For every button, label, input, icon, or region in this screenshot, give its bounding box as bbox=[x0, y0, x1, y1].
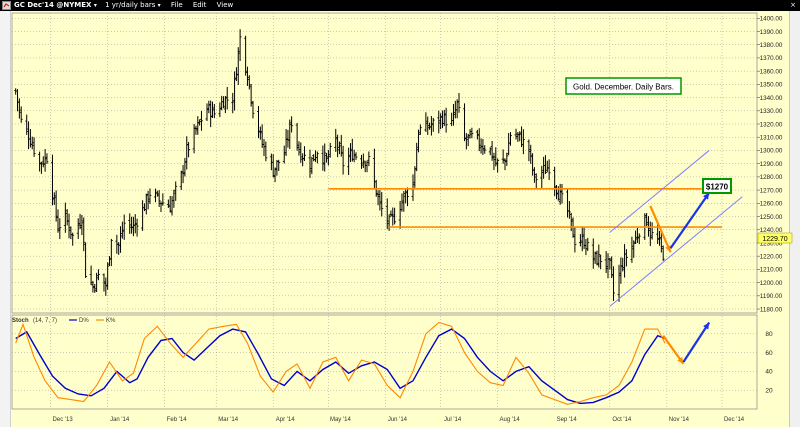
x-tick-label: Dec '13 bbox=[53, 417, 74, 423]
price-panel bbox=[14, 29, 743, 307]
stoch-legend-title: Stoch bbox=[12, 318, 29, 324]
stoch-panel bbox=[15, 321, 711, 405]
symbol-selector[interactable]: GC Dec'14 @NYMEX ▾ bbox=[0, 0, 99, 11]
stoch-tick-label: 20 bbox=[765, 388, 773, 395]
price-tick-label: 1200.00 bbox=[760, 280, 783, 287]
chart-toolbar: GC Dec'14 @NYMEX ▾ 1 yr/daily bars ▾ Fil… bbox=[0, 0, 800, 11]
menu-edit[interactable]: Edit bbox=[192, 1, 207, 9]
right-scrollbar[interactable] bbox=[789, 11, 800, 427]
x-tick-label: Jan '14 bbox=[110, 417, 130, 423]
x-tick-label: Mar '14 bbox=[218, 417, 238, 423]
price-tick-label: 1290.00 bbox=[760, 161, 783, 168]
price-tick-label: 1380.00 bbox=[760, 42, 783, 49]
price-tick-label: 1240.00 bbox=[760, 227, 783, 234]
symbol-label: GC Dec'14 @NYMEX bbox=[14, 1, 92, 9]
x-tick-label: May '14 bbox=[330, 417, 351, 423]
x-tick-label: Nov '14 bbox=[669, 417, 690, 423]
x-tick-label: Dec '14 bbox=[724, 417, 745, 423]
stoch-tick-label: 80 bbox=[765, 331, 773, 338]
stoch-tick-label: 40 bbox=[765, 369, 773, 376]
period-dropdown-icon: ▾ bbox=[157, 2, 161, 9]
x-tick-label: Oct '14 bbox=[612, 417, 631, 423]
blue-stoch-arrow-head bbox=[703, 322, 710, 330]
price-tick-label: 1280.00 bbox=[760, 174, 783, 181]
trend-channel-line bbox=[609, 150, 710, 233]
left-edge-strip bbox=[0, 11, 11, 427]
x-tick-label: Jun '14 bbox=[388, 417, 408, 423]
price-tick-label: 1250.00 bbox=[760, 214, 783, 221]
target-price-box bbox=[702, 178, 732, 194]
period-label: 1 yr/daily bars bbox=[105, 1, 156, 9]
stoch-k-line bbox=[15, 321, 666, 405]
chart-settings-icon[interactable] bbox=[2, 1, 11, 10]
price-tick-label: 1330.00 bbox=[760, 108, 783, 115]
price-tick-label: 1370.00 bbox=[760, 55, 783, 62]
price-tick-label: 1340.00 bbox=[760, 95, 783, 102]
stoch-legend: Stoch (14, 7, 7) D% K% bbox=[12, 318, 116, 324]
price-tick-label: 1310.00 bbox=[760, 135, 783, 142]
price-tick-label: 1260.00 bbox=[760, 201, 783, 208]
stoch-tick-label: 60 bbox=[765, 350, 773, 357]
menu-file[interactable]: File bbox=[170, 1, 183, 9]
blue-price-arrow-head bbox=[703, 192, 710, 200]
x-tick-label: Aug '14 bbox=[500, 417, 521, 423]
x-tick-label: Apr '14 bbox=[276, 417, 295, 423]
menu-view[interactable]: View bbox=[216, 1, 234, 9]
price-tick-label: 1210.00 bbox=[760, 267, 783, 274]
close-icon[interactable]: × bbox=[790, 1, 796, 9]
symbol-dropdown-icon: ▾ bbox=[93, 2, 97, 9]
orange-price-arrow-shaft bbox=[649, 205, 672, 253]
x-tick-label: Sep '14 bbox=[557, 417, 578, 423]
price-tick-label: 1230.00 bbox=[760, 240, 783, 247]
stoch-panel-frame bbox=[11, 314, 758, 410]
orange-stoch-arrow-head bbox=[677, 356, 684, 364]
trend-channel-line bbox=[609, 196, 743, 307]
orange-price-arrow-head bbox=[665, 245, 671, 253]
price-tick-label: 1270.00 bbox=[760, 187, 783, 194]
price-tick-label: 1190.00 bbox=[760, 293, 783, 300]
blue-price-arrow-shaft bbox=[669, 192, 711, 249]
x-tick-label: Jul '14 bbox=[444, 417, 462, 423]
axes: Dec '13 Jan '14 Feb '14 Mar '14 Apr '14 May '… bbox=[53, 16, 783, 423]
price-tick-label: 1400.00 bbox=[760, 16, 783, 23]
stoch-legend-params: (14, 7, 7) bbox=[33, 318, 57, 324]
x-tick-label: Feb '14 bbox=[167, 417, 187, 423]
price-panel-frame bbox=[11, 12, 758, 314]
title-annotation-box bbox=[565, 77, 682, 95]
title-annotation: Gold. December. Daily Bars. bbox=[573, 83, 674, 92]
price-tick-label: 1390.00 bbox=[760, 29, 783, 36]
price-tick-label: 1180.00 bbox=[760, 306, 783, 313]
last-price-label: 1229.70 bbox=[762, 236, 787, 243]
period-selector[interactable]: 1 yr/daily bars ▾ bbox=[101, 0, 165, 11]
price-tick-label: 1300.00 bbox=[760, 148, 783, 155]
grid bbox=[11, 12, 758, 410]
last-price-marker bbox=[757, 232, 793, 244]
price-tick-label: 1360.00 bbox=[760, 68, 783, 75]
price-tick-label: 1220.00 bbox=[760, 253, 783, 260]
price-tick-label: 1350.00 bbox=[760, 82, 783, 89]
target-price-label: $1270 bbox=[706, 183, 729, 192]
stoch-legend-d-label: D% bbox=[79, 318, 89, 324]
stoch-legend-k-label: K% bbox=[106, 318, 116, 324]
price-tick-label: 1320.00 bbox=[760, 121, 783, 128]
blue-stoch-arrow-shaft bbox=[682, 321, 711, 363]
